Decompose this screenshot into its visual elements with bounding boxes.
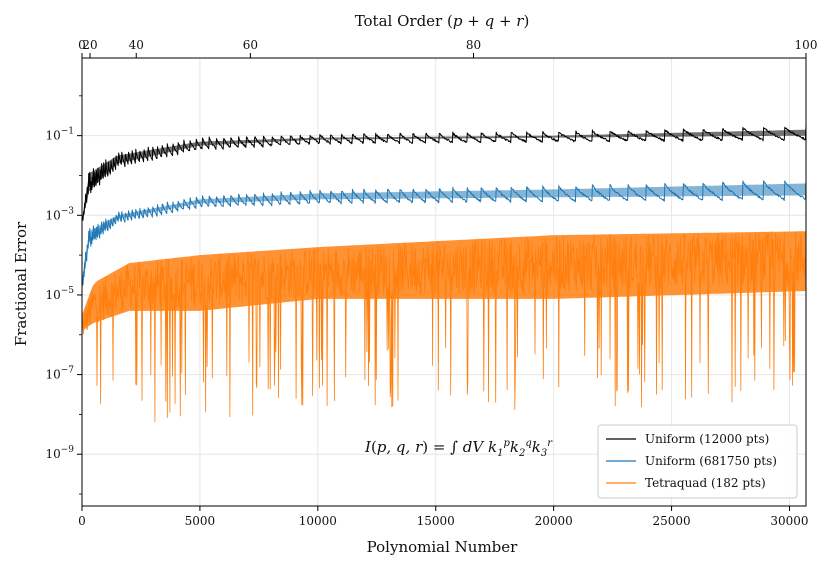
top-tick-label: 20 — [82, 38, 97, 52]
top-tick-label: 0 — [78, 38, 86, 52]
legend-label-uniform-12000: Uniform (12000 pts) — [645, 432, 769, 446]
x-tick-label: 30000 — [770, 514, 808, 528]
x-tick-label: 25000 — [652, 514, 690, 528]
series-band-2 — [82, 231, 806, 331]
top-tick-label: 80 — [466, 38, 481, 52]
plot-area — [82, 124, 806, 423]
top-tick-label: 100 — [795, 38, 818, 52]
y-tick-label: 10−9 — [45, 445, 74, 461]
legend: Uniform (12000 pts) Uniform (681750 pts)… — [597, 424, 798, 499]
top-tick-label: 60 — [243, 38, 258, 52]
x-tick-label: 15000 — [417, 514, 455, 528]
legend-label-uniform-681750: Uniform (681750 pts) — [645, 454, 777, 468]
integral-annotation: I(p, q, r) = ∫ dV k1pk2qk3r — [364, 438, 553, 459]
series-line-2 — [82, 231, 806, 423]
y-tick-label: 10−7 — [45, 366, 74, 382]
series-line-1 — [82, 179, 806, 286]
data-layer — [82, 124, 806, 423]
y-axis-title: Fractional Error — [12, 221, 30, 346]
top-tick-label: 40 — [129, 38, 144, 52]
series-line-0 — [82, 124, 806, 221]
top-axis-title: Total Order (p + q + r) — [355, 12, 530, 30]
y-tick-label: 10−3 — [45, 206, 74, 222]
x-tick-label: 20000 — [535, 514, 573, 528]
y-tick-label: 10−1 — [45, 127, 74, 143]
x-axis-title: Polynomial Number — [367, 538, 518, 556]
legend-box — [597, 424, 798, 499]
legend-label-tetraquad: Tetraquad (182 pts) — [645, 476, 766, 490]
axes: 0 5000 10000 15000 20000 25000 30000 10−1 10−3 10… — [45, 38, 817, 528]
plot-frame — [81, 57, 807, 507]
x-tick-label: 10000 — [299, 514, 337, 528]
x-tick-label: 5000 — [185, 514, 216, 528]
x-tick-label: 0 — [78, 514, 86, 528]
y-tick-label: 10−5 — [45, 286, 74, 302]
